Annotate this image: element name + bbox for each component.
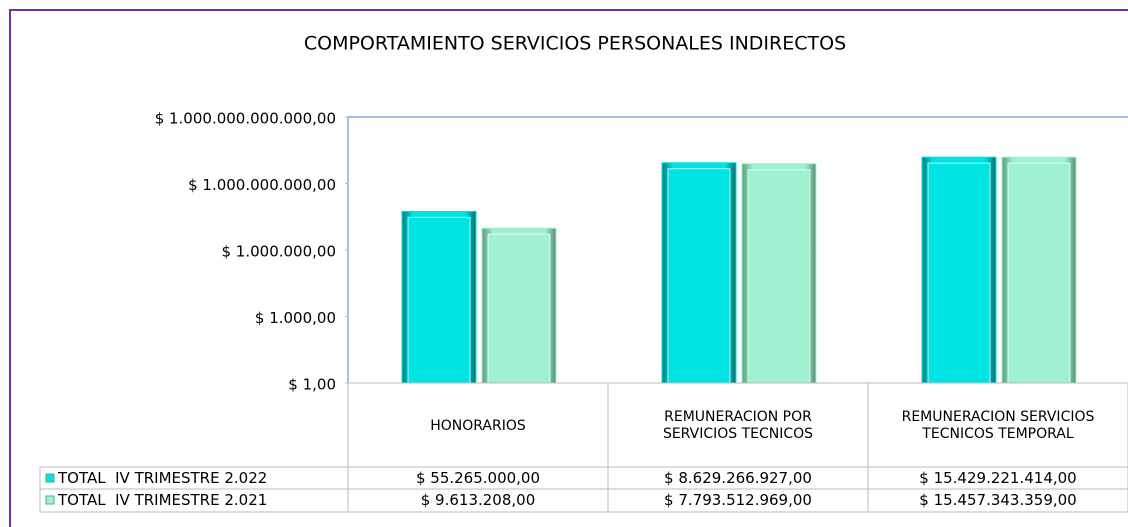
data-label: $ 8.629.266.927,00 <box>664 469 812 487</box>
y-tick-label: $ 1,00 <box>288 376 336 394</box>
legend-key <box>45 495 55 505</box>
y-tick-label: $ 1.000,00 <box>255 309 336 327</box>
frame <box>9 9 1128 527</box>
data-label: $ 55.265.000,00 <box>415 469 541 487</box>
bar-bevel <box>667 168 731 384</box>
legend-key <box>45 473 55 483</box>
category-label: HONORARIOS <box>368 385 588 467</box>
bar-bevel <box>407 216 471 384</box>
legend-label: TOTAL IV TRIMESTRE 2.022 <box>58 469 268 487</box>
data-label: $ 15.429.221.414,00 <box>919 469 1077 487</box>
category-label: REMUNERACION SERVICIOS TECNICOS TEMPORAL <box>888 385 1108 467</box>
category-label: REMUNERACION SERVICIOS TECNICOS TEMPORAL <box>901 409 1095 442</box>
data-label: $ 9.613.208,00 <box>420 491 536 509</box>
data-label: $ 7.793.512.969,00 <box>664 491 812 509</box>
bar-bevel <box>747 169 811 384</box>
category-label: REMUNERACION POR SERVICIOS TECNICOS <box>662 409 814 442</box>
bar-bevel <box>1007 162 1071 384</box>
category-label: HONORARIOS <box>430 417 526 434</box>
bar-bevel <box>487 233 551 384</box>
y-tick-label: $ 1.000.000.000.000,00 <box>155 110 336 128</box>
y-tick-label: $ 1.000.000,00 <box>221 243 336 261</box>
chart-title: COMPORTAMIENTO SERVICIOS PERSONALES INDI… <box>304 33 846 55</box>
y-tick-label: $ 1.000.000.000,00 <box>188 176 336 194</box>
legend-label: TOTAL IV TRIMESTRE 2.021 <box>58 491 268 509</box>
bar-bevel <box>927 162 991 384</box>
data-label: $ 15.457.343.359,00 <box>919 491 1077 509</box>
category-label: REMUNERACION POR SERVICIOS TECNICOS <box>628 385 848 467</box>
